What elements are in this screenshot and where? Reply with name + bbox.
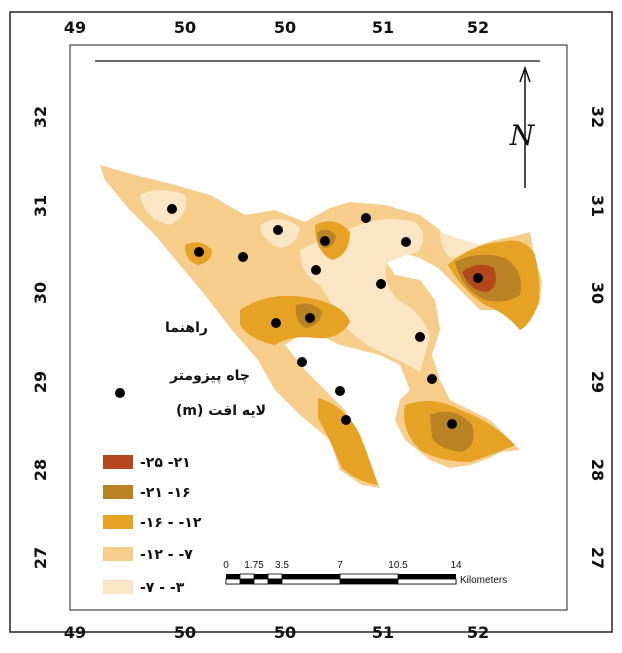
contour-zones	[140, 190, 540, 485]
scale-segment	[281, 578, 341, 585]
well-point	[297, 357, 307, 367]
legend-class-label: -۲۱ -۱۶	[140, 485, 191, 501]
right-tick: 31	[588, 195, 607, 217]
zone-light-nw	[140, 190, 186, 225]
scale-segment	[239, 573, 255, 580]
left-tick: 30	[31, 282, 50, 304]
scale-label: 3.5	[275, 560, 289, 571]
zone-medium-southwest	[318, 398, 378, 485]
well-point	[305, 313, 315, 323]
left-tick: 28	[31, 459, 50, 481]
bottom-tick: 49	[64, 623, 86, 642]
piezometer-wells	[167, 204, 483, 429]
left-tick: 32	[31, 106, 50, 128]
outer-border	[9, 11, 613, 633]
top-tick: 50	[174, 18, 196, 37]
scale-label: 14	[450, 560, 462, 571]
legend-swatch	[103, 580, 133, 594]
scale-segment	[340, 579, 398, 584]
scale-segment	[267, 573, 283, 580]
north-arrow: N	[95, 60, 540, 188]
bottom-axis: 49 50 50 51 52	[64, 623, 489, 642]
well-point	[361, 213, 371, 223]
legend: راهنما چاه پیزومتر لایه افت (m) -۲۵ -۲۱ …	[103, 320, 266, 596]
well-point	[341, 415, 351, 425]
well-point	[271, 318, 281, 328]
well-point	[401, 237, 411, 247]
bottom-tick: 50	[174, 623, 196, 642]
left-tick: 27	[31, 547, 50, 569]
top-tick: 51	[372, 18, 394, 37]
right-axis: 32 31 30 29 28 27	[588, 106, 607, 569]
scale-segment	[254, 574, 268, 579]
left-tick: 29	[31, 371, 50, 393]
scale-segment	[225, 578, 241, 585]
well-point	[415, 332, 425, 342]
right-tick: 28	[588, 459, 607, 481]
legend-class-label: -۲۵ -۲۱	[140, 455, 191, 471]
legend-heading: راهنما	[165, 320, 208, 336]
top-tick: 50	[274, 18, 296, 37]
scale-unit: Kilometers	[460, 575, 507, 586]
north-arrow-label: N	[509, 119, 536, 152]
north-arrow-head	[519, 65, 531, 83]
right-tick: 29	[588, 371, 607, 393]
legend-well-symbol	[115, 388, 125, 398]
zone-dark-south	[430, 411, 474, 452]
well-point	[194, 247, 204, 257]
map-frame	[69, 44, 568, 611]
scale-segment	[226, 574, 240, 579]
zone-medium-center	[240, 295, 350, 345]
scale-label: 7	[337, 560, 343, 571]
scale-segment	[240, 579, 254, 584]
legend-swatch	[103, 515, 133, 529]
legend-piezometer-label: چاه پیزومتر	[169, 368, 250, 384]
legend-swatch	[103, 547, 133, 561]
well-point	[335, 386, 345, 396]
top-axis: 49 50 50 51 52	[64, 18, 489, 37]
well-point	[376, 279, 386, 289]
scale-label: 0	[223, 560, 229, 571]
bottom-tick: 51	[372, 623, 394, 642]
well-point	[273, 225, 283, 235]
scale-segment	[398, 574, 456, 579]
well-point	[447, 419, 457, 429]
well-point	[238, 252, 248, 262]
well-point	[320, 236, 330, 246]
left-axis: 32 31 30 29 28 27	[31, 106, 50, 569]
bottom-tick: 50	[274, 623, 296, 642]
scale-segment	[397, 578, 457, 585]
right-tick: 27	[588, 547, 607, 569]
well-point	[427, 374, 437, 384]
legend-swatch	[103, 455, 133, 469]
legend-class-label: -۷ - -۳	[140, 580, 185, 596]
legend-swatch	[103, 485, 133, 499]
well-point	[167, 204, 177, 214]
scale-bar: 0 1.75 3.5 7 10.5 14 Kilometers	[223, 560, 507, 586]
scale-segment	[268, 579, 282, 584]
well-point	[311, 265, 321, 275]
well-point	[473, 273, 483, 283]
left-tick: 31	[31, 195, 50, 217]
bottom-tick: 52	[467, 623, 489, 642]
scale-segment	[339, 573, 399, 580]
legend-class-label: -۱۶ - -۱۲	[140, 515, 202, 531]
scale-segment	[253, 578, 269, 585]
right-tick: 32	[588, 106, 607, 128]
top-tick: 49	[64, 18, 86, 37]
legend-class-label: -۱۲ - -۷	[140, 547, 193, 563]
legend-layer-label: لایه افت (m)	[176, 403, 266, 419]
right-tick: 30	[588, 282, 607, 304]
scale-segment	[282, 574, 340, 579]
top-tick: 52	[467, 18, 489, 37]
scale-label: 1.75	[244, 560, 264, 571]
scale-label: 10.5	[388, 560, 408, 571]
